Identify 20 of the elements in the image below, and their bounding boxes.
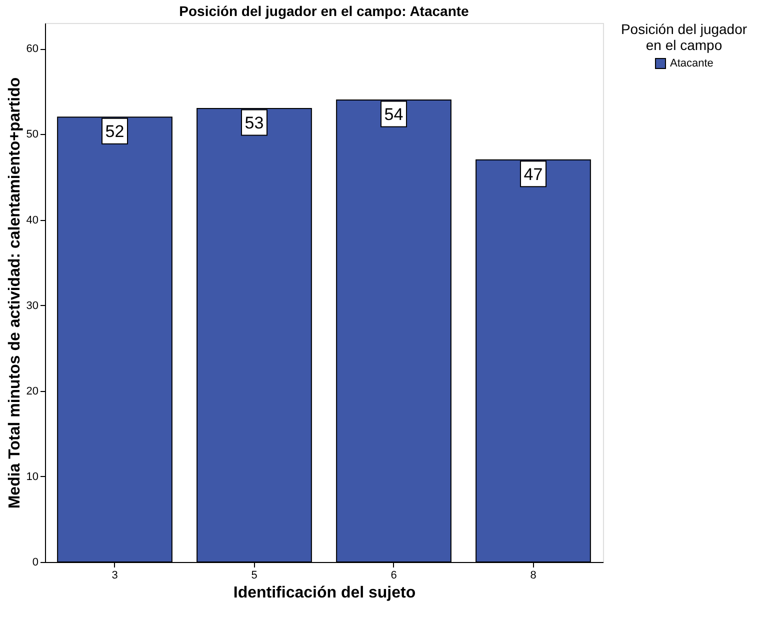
- x-tick-label: 8: [530, 570, 536, 582]
- data-label: 47: [524, 164, 543, 184]
- x-tick-label: 3: [112, 570, 118, 582]
- data-label: 54: [384, 105, 404, 124]
- y-axis-title: Media Total minutos de actividad: calentamiento+partido: [6, 77, 24, 509]
- y-tick-label: 40: [26, 214, 38, 226]
- x-axis-title: Identificación del sujeto: [233, 584, 416, 602]
- y-tick-label: 50: [26, 128, 38, 141]
- data-label: 52: [105, 122, 124, 142]
- y-tick-label: 20: [26, 385, 38, 398]
- x-tick-label: 5: [251, 570, 258, 582]
- x-tick-label: 6: [390, 570, 397, 582]
- y-tick-label: 60: [26, 43, 38, 56]
- data-label: 53: [244, 114, 264, 133]
- y-tick-label: 0: [32, 556, 38, 568]
- y-tick-label: 30: [26, 300, 38, 312]
- y-tick-label: 10: [26, 470, 38, 483]
- chart-title: Posición del jugador en el campo: Atacante: [179, 3, 470, 19]
- legend-label: Atacante: [670, 58, 714, 70]
- legend-title: Posición del jugador en el campo: [620, 21, 748, 53]
